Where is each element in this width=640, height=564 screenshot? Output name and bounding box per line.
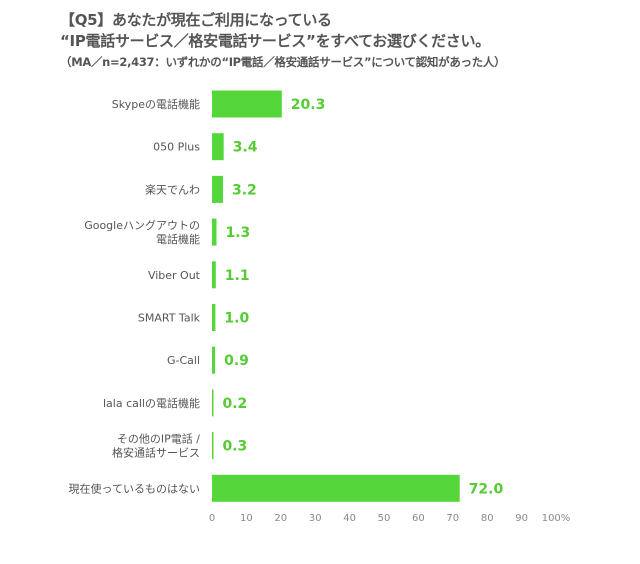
bar-4 (212, 261, 216, 289)
x-tick-label-6: 60 (412, 513, 425, 524)
category-label-5: SMART Talk (138, 312, 201, 325)
category-label-6: G-Call (167, 354, 200, 367)
x-tick-label-7: 70 (446, 513, 459, 524)
value-label-5: 1.0 (224, 311, 249, 327)
category-label-1: 050 Plus (153, 141, 200, 154)
category-label-8-line-1: 格安通話サービス (112, 446, 200, 460)
chart-subtitle: （MA／n=2,437：いずれかの“IP電話／格安通話サービス”について認知があ… (60, 55, 506, 69)
x-tick-label-8: 80 (481, 513, 494, 524)
bar-2 (212, 175, 223, 203)
x-tick-label-0: 0 (209, 513, 215, 524)
bar-1 (212, 133, 224, 161)
x-tick-label-3: 30 (309, 513, 322, 524)
x-tick-label-9: 90 (515, 513, 528, 524)
value-label-2: 3.2 (232, 182, 257, 198)
category-label-3-line-1: 電話機能 (156, 232, 200, 246)
value-label-4: 1.1 (225, 268, 250, 284)
x-tick-label-1: 10 (240, 513, 253, 524)
category-label-2: 楽天でんわ (145, 183, 200, 196)
value-label-1: 3.4 (233, 140, 258, 156)
category-label-0: Skypeの電話機能 (112, 97, 200, 111)
bar-8 (212, 432, 214, 460)
value-label-0: 20.3 (291, 97, 326, 113)
chart-title-block: 【Q5】あなたが現在ご利用になっている “IP電話サービス／格安電話サービス”を… (60, 10, 630, 70)
bar-0 (212, 90, 282, 118)
value-label-9: 72.0 (469, 481, 504, 497)
category-label-3-line-0: Googleハングアウトの (84, 218, 200, 232)
x-tick-label-4: 40 (343, 513, 356, 524)
chart-title-line-1: 【Q5】あなたが現在ご利用になっている (60, 11, 332, 29)
value-label-8: 0.3 (223, 439, 248, 455)
bar-7 (212, 389, 214, 417)
category-label-8-line-0: その他のIP電話 / (117, 432, 200, 446)
value-label-3: 1.3 (226, 225, 251, 241)
x-tick-label-2: 20 (274, 513, 287, 524)
category-label-9: 現在使っているものはない (69, 482, 200, 495)
x-tick-label-5: 50 (378, 513, 391, 524)
bar-3 (212, 218, 217, 246)
bar-5 (212, 304, 216, 331)
value-label-6: 0.9 (224, 353, 249, 369)
value-label-7: 0.2 (223, 396, 248, 412)
bar-9 (212, 474, 460, 502)
category-label-7: lala callの電話機能 (103, 396, 200, 410)
chart-title-line-2: “IP電話サービス／格安電話サービス”をすべてお選びください。 (60, 32, 490, 50)
x-tick-label-10: 100% (542, 513, 571, 524)
bar-6 (212, 346, 216, 374)
category-label-4: Viber Out (148, 269, 201, 282)
